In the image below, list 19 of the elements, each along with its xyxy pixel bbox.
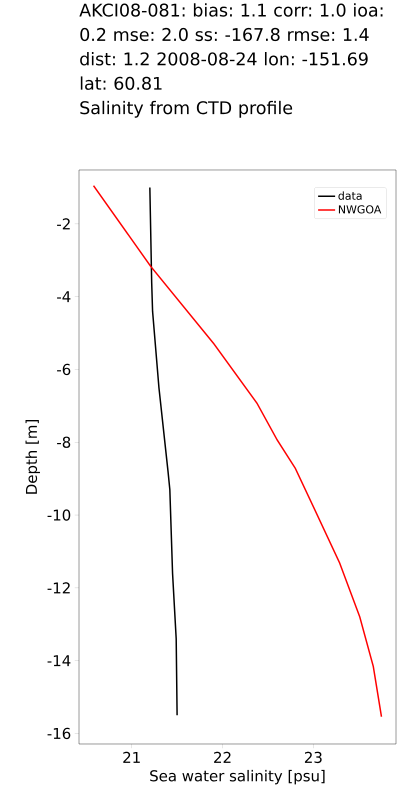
x-tick-label: 22 [214, 752, 231, 763]
line-series [149, 186, 178, 716]
x-tick-label: 23 [304, 752, 322, 764]
y-tick-label: -14 [48, 655, 70, 666]
y-tick-label: -2 [57, 218, 70, 230]
legend-label: NWGOA [338, 205, 382, 214]
y-tick-label: -10 [48, 509, 70, 521]
chart-subtitle: Salinity from CTD profile [80, 100, 292, 118]
y-axis-title: Depth [m] [26, 420, 40, 494]
y-tick-label: -12 [48, 582, 70, 594]
y-tick-label: -4 [57, 291, 70, 302]
y-tick-label: -8 [57, 436, 70, 448]
x-tick-label: 21 [123, 752, 140, 763]
y-tick-label: -16 [48, 728, 70, 740]
chart-title: AKCI08-081: bias: 1.1 corr: 1.0 ioa: 0.2 mse: 2.0 ss: -167.8 rmse: 1.4 dist: 1.2 2008-08-24 lon: -151.69 lat: 60.81 [79, 3, 382, 90]
line-series [92, 184, 382, 718]
x-axis-title: Sea water salinity [psu] [150, 770, 325, 784]
y-tick-label: -6 [57, 364, 70, 376]
legend-label: data [338, 191, 362, 200]
